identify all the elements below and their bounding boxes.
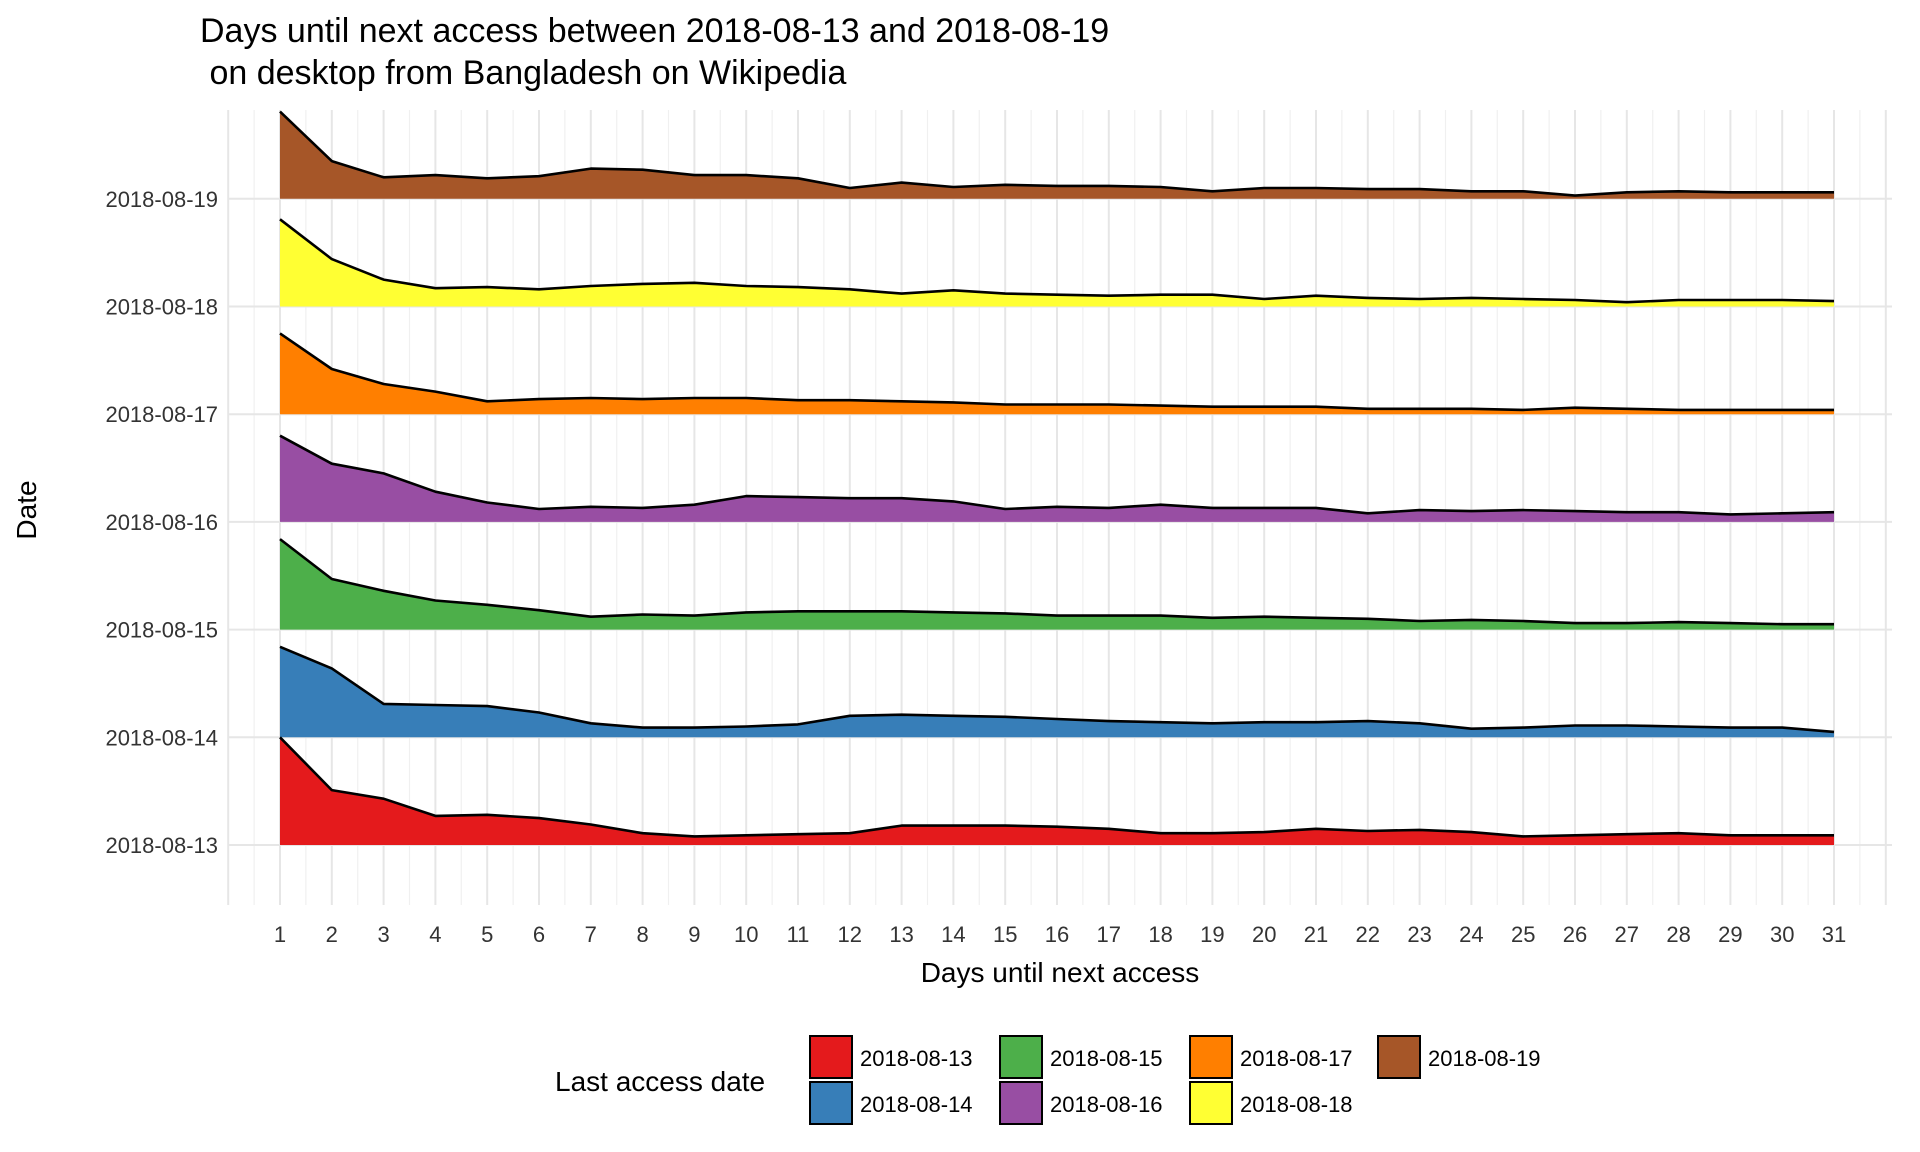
legend-swatch-2018-08-18 [1189,1081,1233,1125]
x-tick-label: 3 [377,922,389,947]
x-tick-label: 12 [838,922,862,947]
ridges [279,110,1835,845]
legend-swatch-2018-08-16 [999,1081,1043,1125]
x-axis-ticks: 1 2 3 4 5 6 7 8 9 10 11 12 13 14 15 16 17 18 19 20 21 22 23 24 2… [274,922,1846,947]
legend-label-2018-08-15: 2018-08-15 [1050,1046,1163,1071]
x-tick-label: 19 [1200,922,1224,947]
x-tick-label: 17 [1097,922,1121,947]
chart-title-line-1: Days until next access between 2018-08-1… [200,12,1109,50]
legend-label-2018-08-17: 2018-08-17 [1240,1046,1353,1071]
legend-label-2018-08-16: 2018-08-16 [1050,1092,1163,1117]
legend-swatch-2018-08-19 [1377,1035,1421,1079]
y-axis-ticks: 2018-08-13 2018-08-14 2018-08-15 2018-08-16… [105,187,218,858]
x-tick-label: 11 [787,922,810,947]
x-tick-label: 4 [429,922,441,947]
x-tick-label: 21 [1304,922,1328,947]
x-tick-label: 22 [1356,922,1380,947]
y-tick-label: 2018-08-17 [105,402,218,427]
legend-label-2018-08-19: 2018-08-19 [1428,1046,1541,1071]
legend: Last access date 2018-08-132018-08-14201… [555,1035,1541,1125]
x-tick-label: 26 [1563,922,1587,947]
ridge-line-2018-08-17 [279,332,1834,412]
x-tick-label: 13 [889,922,913,947]
x-tick-label: 10 [734,922,758,947]
x-tick-label: 25 [1511,922,1535,947]
ridge-line-2018-08-15 [279,538,1834,626]
ridge-line-2018-08-19 [279,110,1834,197]
y-tick-label: 2018-08-15 [105,618,218,643]
x-tick-label: 29 [1718,922,1742,947]
chart-title-line-2: on desktop from Bangladesh on Wikipedia [200,54,846,92]
x-tick-label: 30 [1770,922,1794,947]
y-tick-label: 2018-08-13 [105,833,218,858]
chart-title: Days until next access between 2018-08-1… [200,12,1109,92]
ridge-line-2018-08-14 [279,645,1835,734]
x-tick-label: 31 [1822,922,1846,947]
x-tick-label: 7 [585,922,597,947]
x-tick-label: 18 [1148,922,1172,947]
legend-label-2018-08-18: 2018-08-18 [1240,1092,1353,1117]
legend-label-2018-08-13: 2018-08-13 [860,1046,973,1071]
x-tick-label: 14 [941,922,965,947]
x-tick-label: 8 [636,922,648,947]
legend-swatch-2018-08-14 [809,1081,853,1125]
x-tick-label: 1 [274,922,286,947]
legend-items: 2018-08-13 2018-08-14 2018-08-15 2018-08-16… [809,1035,1541,1125]
legend-label-2018-08-14: 2018-08-14 [860,1092,973,1117]
x-tick-label: 2 [326,922,338,947]
x-tick-label: 20 [1252,922,1276,947]
legend-swatch-2018-08-13 [809,1035,853,1079]
x-tick-label: 15 [993,922,1017,947]
legend-swatch-2018-08-15 [999,1035,1043,1079]
legend-swatch-2018-08-17 [1189,1035,1233,1079]
ridge-line-2018-08-13 [279,736,1834,838]
x-tick-label: 24 [1459,922,1483,947]
x-tick-label: 28 [1666,922,1690,947]
ridge-area-2018-08-18 [280,219,1834,307]
x-axis-title: Days until next access [921,957,1200,988]
y-tick-label: 2018-08-19 [105,187,218,212]
x-tick-label: 5 [481,922,493,947]
x-tick-label: 9 [688,922,700,947]
ridge-area-2018-08-17 [280,333,1834,415]
legend-title: Last access date [555,1066,765,1097]
ridge-area-2018-08-15 [280,539,1834,630]
ridge-line-2018-08-16 [279,434,1835,516]
x-tick-label: 23 [1407,922,1431,947]
y-tick-label: 2018-08-18 [105,295,218,320]
y-tick-label: 2018-08-14 [105,725,218,750]
x-tick-label: 27 [1615,922,1639,947]
y-tick-label: 2018-08-16 [105,510,218,535]
ridge-line-2018-08-18 [279,218,1835,304]
x-tick-label: 16 [1045,922,1069,947]
x-tick-label: 6 [533,922,545,947]
y-axis-title: Date [11,480,42,539]
ridge-area-2018-08-19 [280,111,1834,199]
